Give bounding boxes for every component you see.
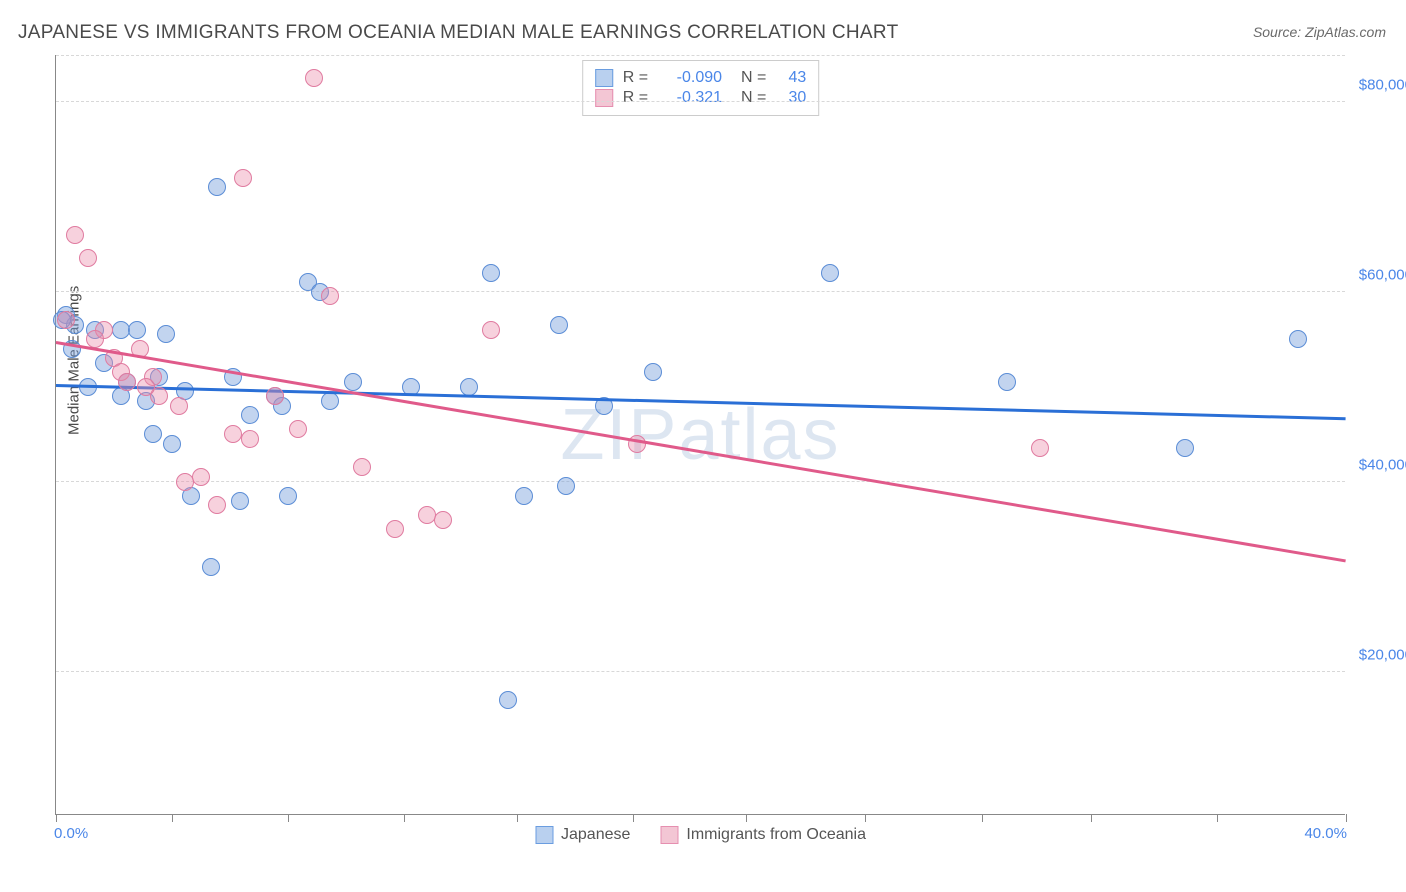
- x-tick: [1346, 814, 1347, 822]
- trend-line: [56, 341, 1346, 562]
- stat-r-value: -0.090: [658, 69, 722, 87]
- x-tick: [517, 814, 518, 822]
- x-tick: [865, 814, 866, 822]
- series-legend: Japanese Immigrants from Oceania: [535, 826, 866, 844]
- scatter-point: [163, 435, 181, 453]
- gridline: [56, 55, 1345, 56]
- scatter-point: [202, 558, 220, 576]
- stat-n-label: N =: [732, 69, 766, 87]
- scatter-point: [321, 287, 339, 305]
- stat-n-label: N =: [732, 89, 766, 107]
- y-tick-label: $40,000: [1359, 456, 1406, 473]
- chart-title: JAPANESE VS IMMIGRANTS FROM OCEANIA MEDI…: [18, 22, 899, 44]
- scatter-point: [241, 430, 259, 448]
- stat-n-value: 30: [776, 89, 806, 107]
- y-tick-label: $20,000: [1359, 646, 1406, 663]
- scatter-point: [321, 392, 339, 410]
- scatter-point: [344, 373, 362, 391]
- plot-area: Median Male Earnings 0.0% 40.0% ZIPatlas…: [55, 55, 1345, 815]
- legend-swatch: [595, 69, 613, 87]
- legend-swatch: [660, 826, 678, 844]
- x-tick: [172, 814, 173, 822]
- scatter-point: [1176, 439, 1194, 457]
- scatter-point: [482, 321, 500, 339]
- scatter-point: [157, 325, 175, 343]
- x-tick: [288, 814, 289, 822]
- scatter-point: [144, 425, 162, 443]
- scatter-point: [170, 397, 188, 415]
- scatter-point: [118, 373, 136, 391]
- scatter-point: [192, 468, 210, 486]
- source-attribution: Source: ZipAtlas.com: [1253, 24, 1386, 40]
- x-tick-max: 40.0%: [1304, 825, 1347, 842]
- legend-swatch: [535, 826, 553, 844]
- legend-label: Immigrants from Oceania: [686, 826, 866, 844]
- scatter-point: [208, 496, 226, 514]
- scatter-point: [1289, 330, 1307, 348]
- watermark-prefix: ZIP: [560, 395, 678, 475]
- gridline: [56, 481, 1345, 482]
- scatter-point: [289, 420, 307, 438]
- scatter-point: [231, 492, 249, 510]
- x-tick: [746, 814, 747, 822]
- gridline: [56, 291, 1345, 292]
- scatter-point: [353, 458, 371, 476]
- stat-r-label: R =: [623, 69, 648, 87]
- scatter-point: [79, 249, 97, 267]
- scatter-point: [208, 178, 226, 196]
- x-tick: [404, 814, 405, 822]
- scatter-point: [1031, 439, 1049, 457]
- stats-row: R = -0.321 N = 30: [595, 89, 807, 107]
- x-tick: [56, 814, 57, 822]
- scatter-point: [557, 477, 575, 495]
- legend-item: Japanese: [535, 826, 630, 844]
- scatter-point: [234, 169, 252, 187]
- y-tick-label: $80,000: [1359, 76, 1406, 93]
- scatter-point: [66, 226, 84, 244]
- scatter-point: [821, 264, 839, 282]
- legend-swatch: [595, 89, 613, 107]
- y-tick-label: $60,000: [1359, 266, 1406, 283]
- scatter-point: [279, 487, 297, 505]
- stats-row: R = -0.090 N = 43: [595, 69, 807, 87]
- stats-legend: R = -0.090 N = 43 R = -0.321 N = 30: [582, 60, 820, 116]
- scatter-point: [241, 406, 259, 424]
- scatter-point: [482, 264, 500, 282]
- scatter-point: [998, 373, 1016, 391]
- scatter-point: [57, 311, 75, 329]
- x-tick: [633, 814, 634, 822]
- gridline: [56, 101, 1345, 102]
- scatter-point: [434, 511, 452, 529]
- stat-r-value: -0.321: [658, 89, 722, 107]
- scatter-point: [386, 520, 404, 538]
- scatter-point: [460, 378, 478, 396]
- legend-item: Immigrants from Oceania: [660, 826, 866, 844]
- scatter-point: [515, 487, 533, 505]
- gridline: [56, 671, 1345, 672]
- scatter-point: [137, 378, 155, 396]
- scatter-point: [266, 387, 284, 405]
- scatter-point: [128, 321, 146, 339]
- legend-label: Japanese: [561, 826, 630, 844]
- x-tick: [1217, 814, 1218, 822]
- scatter-point: [628, 435, 646, 453]
- scatter-point: [644, 363, 662, 381]
- scatter-point: [305, 69, 323, 87]
- x-tick: [982, 814, 983, 822]
- stat-n-value: 43: [776, 69, 806, 87]
- scatter-point: [550, 316, 568, 334]
- x-tick: [1091, 814, 1092, 822]
- stat-r-label: R =: [623, 89, 648, 107]
- scatter-point: [499, 691, 517, 709]
- x-tick-min: 0.0%: [54, 825, 88, 842]
- scatter-point: [86, 330, 104, 348]
